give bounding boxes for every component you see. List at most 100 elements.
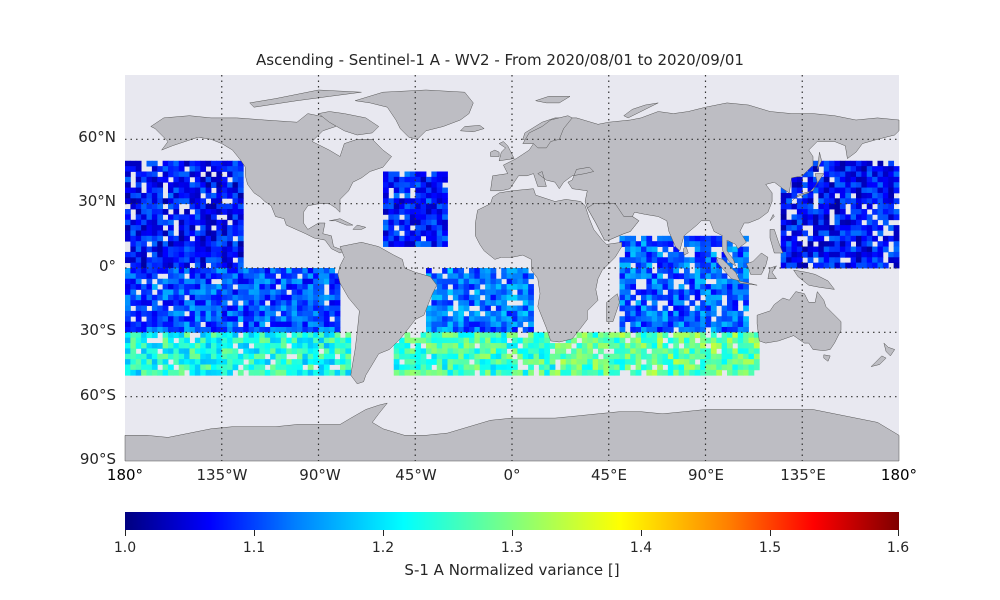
data-cell: [796, 176, 803, 183]
data-cell: [141, 310, 147, 317]
data-cell: [463, 316, 470, 323]
data-cell: [275, 294, 282, 301]
data-cell: [533, 337, 540, 344]
data-cell: [141, 321, 147, 328]
data-cell: [237, 230, 244, 237]
data-cell: [280, 369, 287, 376]
data-cell: [673, 289, 680, 296]
data-cell: [334, 278, 341, 285]
data-cell: [205, 343, 212, 349]
data-cell: [667, 235, 674, 242]
data-cell: [211, 359, 217, 365]
data-cell: [743, 316, 749, 323]
data-cell: [877, 262, 884, 269]
data-cell: [248, 332, 255, 339]
data-cell: [393, 369, 400, 376]
data-cell: [581, 369, 588, 376]
data-cell: [796, 246, 803, 253]
data-cell: [184, 343, 190, 349]
data-cell: [748, 343, 755, 349]
data-cell: [571, 359, 577, 365]
data-cell: [162, 321, 169, 328]
data-cell: [297, 316, 303, 323]
data-cell: [877, 203, 884, 210]
data-cell: [517, 289, 524, 296]
data-cell: [151, 182, 158, 188]
data-cell: [694, 257, 701, 264]
data-cell: [791, 182, 798, 188]
data-cell: [463, 364, 470, 371]
data-cell: [237, 203, 244, 210]
data-cell: [796, 230, 803, 237]
data-cell: [291, 348, 298, 355]
data-cell: [458, 369, 465, 376]
data-cell: [872, 171, 878, 178]
data-cell: [732, 289, 739, 296]
data-cell: [528, 369, 534, 376]
data-cell: [657, 364, 663, 371]
data-cell: [221, 192, 228, 199]
data-cell: [205, 241, 212, 247]
data-cell: [141, 214, 147, 221]
data-cell: [205, 209, 212, 215]
data-cell: [872, 225, 878, 231]
data-cell: [216, 203, 223, 210]
data-cell: [178, 171, 185, 178]
data-cell: [151, 235, 158, 242]
data-cell: [495, 369, 502, 376]
data-cell: [479, 278, 486, 285]
data-cell: [135, 219, 142, 226]
lon-label-135e: 135°E: [780, 466, 826, 484]
data-cell: [404, 192, 411, 199]
data-cell: [345, 337, 352, 344]
data-cell: [452, 310, 459, 317]
data-cell: [635, 257, 642, 264]
data-cell: [673, 316, 680, 323]
data-cell: [490, 278, 497, 285]
data-cell: [323, 337, 330, 344]
data-cell: [528, 332, 534, 339]
data-cell: [839, 166, 846, 172]
data-cell: [237, 166, 244, 172]
data-cell: [716, 235, 723, 242]
data-cell: [856, 235, 862, 242]
data-cell: [426, 225, 432, 231]
data-cell: [323, 326, 330, 333]
data-cell: [211, 166, 217, 172]
data-cell: [651, 273, 658, 280]
data-cell: [463, 321, 470, 328]
data-cell: [232, 289, 239, 296]
data-cell: [168, 230, 174, 237]
data-cell: [689, 321, 696, 328]
data-cell: [205, 353, 212, 360]
data-cell: [856, 160, 862, 167]
data-cell: [151, 192, 158, 199]
data-cell: [420, 187, 427, 194]
data-cells: [125, 160, 900, 376]
data-cell: [705, 321, 712, 328]
data-cell: [818, 235, 825, 242]
data-cell: [506, 316, 513, 323]
data-cell: [259, 273, 266, 280]
data-cell: [194, 182, 201, 188]
data-cell: [146, 289, 153, 296]
data-cell: [506, 284, 513, 290]
data-cell: [442, 305, 448, 312]
data-cell: [485, 369, 491, 376]
data-cell: [323, 348, 330, 355]
data-cell: [221, 187, 228, 194]
data-cell: [861, 192, 868, 199]
data-cell: [173, 353, 180, 360]
data-cell: [151, 321, 158, 328]
data-cell: [168, 235, 174, 242]
data-cell: [716, 262, 723, 269]
data-cell: [442, 300, 448, 306]
data-cell: [415, 182, 422, 188]
data-cell: [888, 214, 895, 221]
data-cell: [528, 316, 534, 323]
data-cell: [302, 348, 309, 355]
data-cell: [168, 268, 174, 274]
data-cell: [211, 257, 217, 264]
data-cell: [259, 359, 266, 365]
data-cell: [399, 337, 405, 344]
